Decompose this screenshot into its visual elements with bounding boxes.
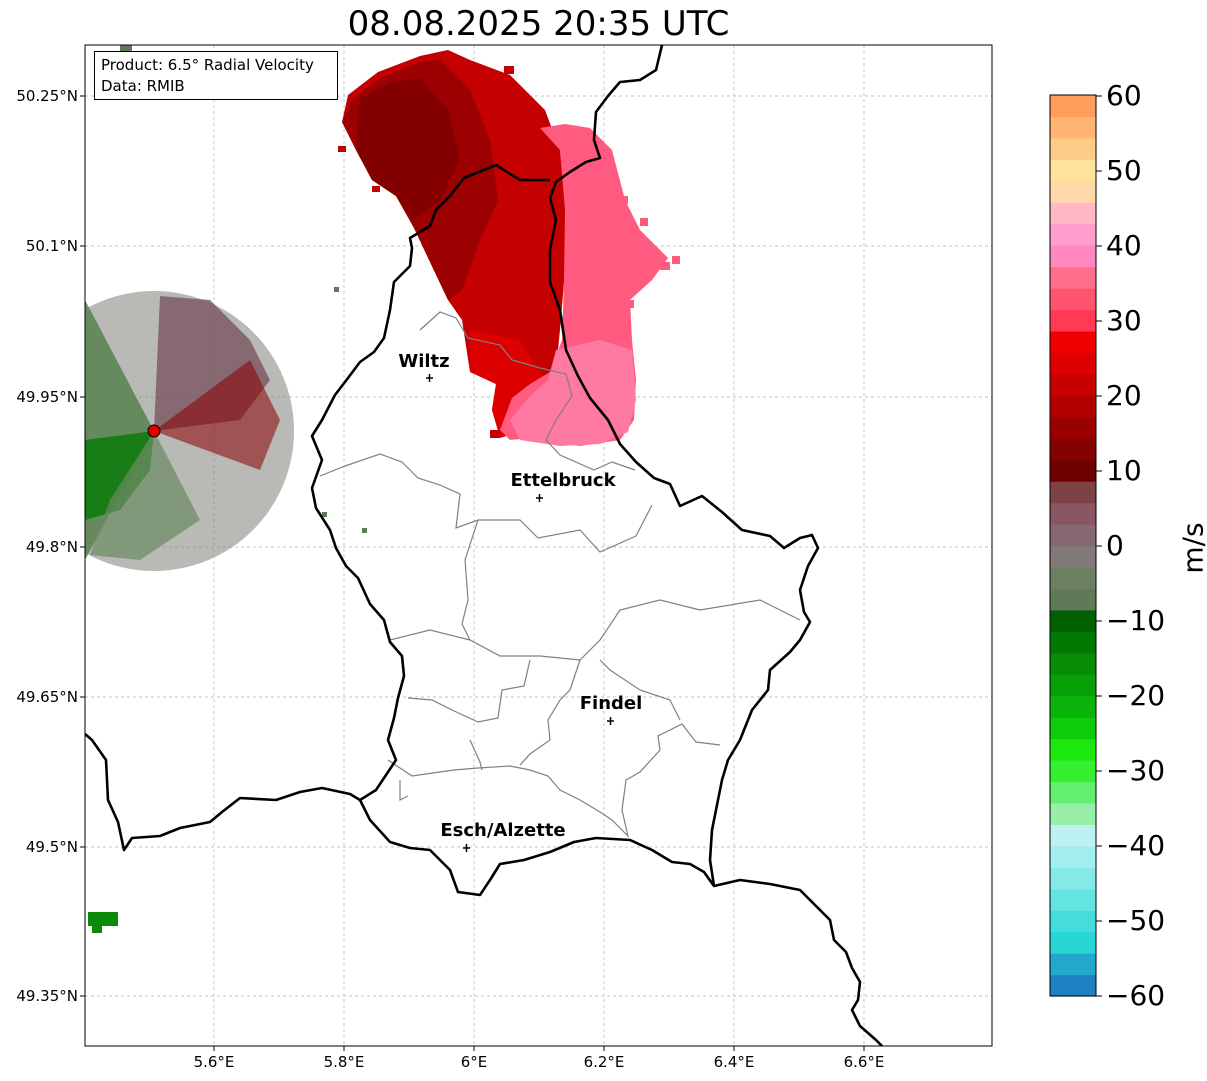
colorbar-tick-label: −50 — [1106, 904, 1166, 937]
colorbar-tick-marks — [1096, 95, 1102, 997]
colorbar-segment — [1050, 416, 1096, 439]
colorbar-segment — [1050, 116, 1096, 139]
colorbar-tick-label: 40 — [1106, 229, 1142, 262]
colorbar-segment — [1050, 781, 1096, 804]
map-content — [85, 45, 992, 1046]
colorbar-segment — [1050, 502, 1096, 525]
colorbar-segment — [1050, 674, 1096, 697]
plot-frame — [84, 44, 993, 1047]
colorbar-segment — [1050, 159, 1096, 182]
y-tick-label: 49.35°N — [16, 987, 78, 1005]
colorbar-segment — [1050, 524, 1096, 547]
product-label: Product: 6.5° Radial Velocity — [101, 56, 314, 74]
colorbar-tick-label: 0 — [1106, 529, 1124, 562]
colorbar-tick-label: −40 — [1106, 829, 1166, 862]
colorbar-segment — [1050, 888, 1096, 911]
colorbar-segment — [1050, 545, 1096, 568]
colorbar-segment — [1050, 566, 1096, 589]
x-tick-label: 5.6°E — [193, 1053, 235, 1071]
colorbar-segment — [1050, 481, 1096, 504]
x-tick-label: 6.6°E — [843, 1053, 885, 1071]
colorbar-segment — [1050, 845, 1096, 868]
colorbar-segment — [1050, 352, 1096, 375]
city-label-esch-alzette: Esch/Alzette — [440, 820, 566, 841]
colorbar-segment — [1050, 974, 1096, 997]
colorbar-segment — [1050, 223, 1096, 246]
colorbar-segment — [1050, 288, 1096, 311]
colorbar-segment — [1050, 266, 1096, 289]
city-markers — [426, 374, 614, 852]
colorbar-segment — [1050, 137, 1096, 160]
x-tick-label: 6.4°E — [713, 1053, 755, 1071]
colorbar-tick-label: 20 — [1106, 379, 1142, 412]
colorbar-segment — [1050, 910, 1096, 933]
colorbar-segment — [1050, 245, 1096, 268]
country-borders — [85, 45, 883, 1046]
y-tick-label: 50.25°N — [16, 87, 78, 105]
product-info-box: Product: 6.5° Radial Velocity Data: RMIB — [94, 51, 338, 100]
colorbar-segment — [1050, 738, 1096, 761]
y-tick-label: 49.65°N — [16, 688, 78, 706]
colorbar-segment — [1050, 438, 1096, 461]
colorbar-segment — [1050, 652, 1096, 675]
colorbar-segment — [1050, 202, 1096, 225]
canton-borders — [319, 311, 801, 838]
city-label-findel: Findel — [579, 693, 643, 714]
y-tick-label: 49.8°N — [25, 538, 78, 556]
city-label-ettelbruck: Ettelbruck — [510, 470, 616, 491]
data-source-label: Data: RMIB — [101, 77, 185, 95]
colorbar-tick-label: −30 — [1106, 754, 1166, 787]
y-tick-label: 49.5°N — [25, 838, 78, 856]
axis-tick-marks — [80, 95, 865, 1051]
radar-site-marker — [147, 424, 161, 438]
colorbar-segment — [1050, 760, 1096, 783]
colorbar-segment — [1050, 631, 1096, 654]
colorbar-tick-label: 50 — [1106, 154, 1142, 187]
colorbar-segment — [1050, 95, 1096, 118]
colorbar-segment — [1050, 588, 1096, 611]
colorbar-segment — [1050, 717, 1096, 740]
colorbar-tick-label: 10 — [1106, 454, 1142, 487]
colorbar-segment — [1050, 373, 1096, 396]
velocity-echoes — [85, 45, 680, 933]
colorbar-segment — [1050, 309, 1096, 332]
colorbar-segment — [1050, 459, 1096, 482]
colorbar-tick-label: 60 — [1106, 79, 1142, 112]
city-label-wiltz: Wiltz — [398, 351, 450, 372]
colorbar-segment — [1050, 395, 1096, 418]
colorbar-segment — [1050, 180, 1096, 203]
colorbar-segment — [1050, 695, 1096, 718]
colorbar-segment — [1050, 931, 1096, 954]
colorbar-segment — [1050, 330, 1096, 354]
y-tick-label: 49.95°N — [16, 388, 78, 406]
colorbar-segment — [1050, 953, 1096, 976]
y-tick-label: 50.1°N — [25, 237, 78, 255]
x-tick-label: 6°E — [460, 1053, 488, 1071]
colorbar-segment — [1050, 824, 1096, 847]
colorbar — [1050, 95, 1096, 997]
colorbar-segment — [1050, 867, 1096, 890]
map-title: 08.08.2025 20:35 UTC — [347, 4, 730, 44]
colorbar-tick-label: −60 — [1106, 979, 1166, 1012]
x-tick-label: 5.8°E — [323, 1053, 365, 1071]
x-tick-label: 6.2°E — [583, 1053, 625, 1071]
colorbar-tick-label: −20 — [1106, 679, 1166, 712]
colorbar-unit-label: m/s — [1176, 522, 1207, 574]
colorbar-segment — [1050, 802, 1096, 825]
colorbar-tick-label: 30 — [1106, 304, 1142, 337]
colorbar-segment — [1050, 609, 1096, 632]
colorbar-tick-label: −10 — [1106, 604, 1166, 637]
